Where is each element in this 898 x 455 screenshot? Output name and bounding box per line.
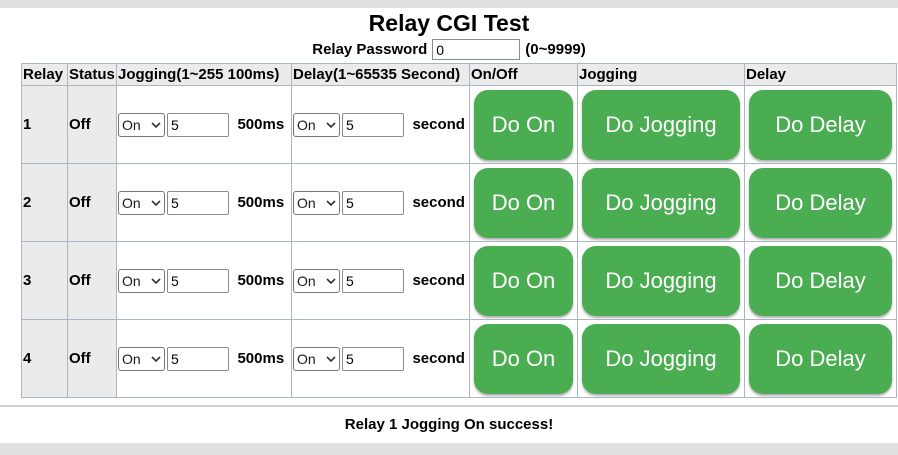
delay-value-input[interactable]	[342, 190, 404, 215]
relay-status-cell: Off	[67, 163, 117, 242]
relay-number-cell: 4	[21, 319, 68, 398]
jogging-setting-cell: On 500ms	[116, 241, 292, 320]
relay-row: 1 Off On 500ms On second	[21, 85, 897, 164]
jogging-state-select-wrap: On	[118, 112, 165, 137]
do-jogging-button[interactable]: Do Jogging	[582, 245, 740, 316]
do-on-button[interactable]: Do On	[474, 167, 573, 238]
column-header-onoff: On/Off	[469, 63, 578, 86]
jogging-setting-cell: On 500ms	[116, 319, 292, 398]
jogging-value-input[interactable]	[167, 268, 229, 293]
delay-setting-cell: On second	[291, 241, 470, 320]
relay-rows: 1 Off On 500ms On second	[21, 85, 897, 398]
do-jogging-cell: Do Jogging	[577, 85, 745, 164]
jogging-state-select-wrap: On	[118, 346, 165, 371]
relay-status-cell: Off	[67, 319, 117, 398]
delay-value-input[interactable]	[342, 268, 404, 293]
relay-row: 2 Off On 500ms On second	[21, 163, 897, 242]
do-delay-cell: Do Delay	[744, 85, 897, 164]
password-row: Relay Password (0~9999)	[0, 39, 898, 60]
do-delay-cell: Do Delay	[744, 241, 897, 320]
browser-chrome-top	[0, 0, 898, 8]
relay-password-input[interactable]	[432, 39, 521, 60]
column-header-status: Status	[67, 63, 117, 86]
delay-state-select-wrap: On	[293, 268, 340, 293]
do-jogging-button[interactable]: Do Jogging	[582, 167, 740, 238]
do-delay-button[interactable]: Do Delay	[749, 89, 892, 160]
column-header-jogging-setting: Jogging(1~255 100ms)	[116, 63, 292, 86]
password-label: Relay Password	[312, 41, 428, 58]
divider	[0, 405, 898, 407]
delay-state-select[interactable]: On	[293, 112, 340, 137]
do-jogging-cell: Do Jogging	[577, 241, 745, 320]
do-jogging-button[interactable]: Do Jogging	[582, 323, 740, 394]
delay-unit-label: second	[412, 272, 465, 289]
delay-setting-cell: On second	[291, 163, 470, 242]
jogging-value-input[interactable]	[167, 190, 229, 215]
jogging-state-select[interactable]: On	[118, 346, 165, 371]
do-on-button[interactable]: Do On	[474, 245, 573, 316]
delay-unit-label: second	[412, 194, 465, 211]
page-title: Relay CGI Test	[368, 10, 530, 36]
jogging-unit-label: 500ms	[237, 350, 285, 367]
jogging-value-input[interactable]	[167, 346, 229, 371]
do-jogging-cell: Do Jogging	[577, 163, 745, 242]
jogging-state-select[interactable]: On	[118, 112, 165, 137]
jogging-unit-label: 500ms	[237, 272, 285, 289]
relay-number-cell: 2	[21, 163, 68, 242]
column-header-delay: Delay	[744, 63, 897, 86]
column-header-relay: Relay	[21, 63, 68, 86]
do-on-cell: Do On	[469, 85, 578, 164]
status-message: Relay 1 Jogging On success!	[344, 416, 554, 433]
column-header-jogging: Jogging	[577, 63, 745, 86]
do-jogging-button[interactable]: Do Jogging	[582, 89, 740, 160]
do-delay-button[interactable]: Do Delay	[749, 245, 892, 316]
do-jogging-cell: Do Jogging	[577, 319, 745, 398]
do-delay-cell: Do Delay	[744, 319, 897, 398]
relay-status-cell: Off	[67, 241, 117, 320]
relay-row: 3 Off On 500ms On second	[21, 241, 897, 320]
do-on-button[interactable]: Do On	[474, 323, 573, 394]
delay-unit-label: second	[412, 116, 465, 133]
relay-row: 4 Off On 500ms On second	[21, 319, 897, 398]
delay-value-input[interactable]	[342, 346, 404, 371]
delay-state-select[interactable]: On	[293, 346, 340, 371]
table-header-row: Relay Status Jogging(1~255 100ms) Delay(…	[21, 63, 897, 86]
delay-state-select-wrap: On	[293, 346, 340, 371]
delay-state-select[interactable]: On	[293, 268, 340, 293]
relay-number-cell: 3	[21, 241, 68, 320]
delay-value-input[interactable]	[342, 112, 404, 137]
jogging-unit-label: 500ms	[237, 116, 285, 133]
do-delay-button[interactable]: Do Delay	[749, 167, 892, 238]
column-header-delay-setting: Delay(1~65535 Second)	[291, 63, 470, 86]
jogging-state-select-wrap: On	[118, 190, 165, 215]
password-range-hint: (0~9999)	[525, 41, 586, 58]
relay-table: Relay Status Jogging(1~255 100ms) Delay(…	[21, 63, 897, 398]
do-on-cell: Do On	[469, 319, 578, 398]
delay-unit-label: second	[412, 350, 465, 367]
jogging-unit-label: 500ms	[237, 194, 285, 211]
delay-state-select-wrap: On	[293, 190, 340, 215]
browser-chrome-bottom	[0, 443, 898, 455]
jogging-setting-cell: On 500ms	[116, 85, 292, 164]
jogging-state-select[interactable]: On	[118, 190, 165, 215]
delay-state-select[interactable]: On	[293, 190, 340, 215]
do-on-cell: Do On	[469, 241, 578, 320]
delay-state-select-wrap: On	[293, 112, 340, 137]
relay-number-cell: 1	[21, 85, 68, 164]
jogging-state-select-wrap: On	[118, 268, 165, 293]
jogging-setting-cell: On 500ms	[116, 163, 292, 242]
jogging-state-select[interactable]: On	[118, 268, 165, 293]
delay-setting-cell: On second	[291, 85, 470, 164]
delay-setting-cell: On second	[291, 319, 470, 398]
relay-status-cell: Off	[67, 85, 117, 164]
do-delay-button[interactable]: Do Delay	[749, 323, 892, 394]
jogging-value-input[interactable]	[167, 112, 229, 137]
do-on-cell: Do On	[469, 163, 578, 242]
do-on-button[interactable]: Do On	[474, 89, 573, 160]
do-delay-cell: Do Delay	[744, 163, 897, 242]
